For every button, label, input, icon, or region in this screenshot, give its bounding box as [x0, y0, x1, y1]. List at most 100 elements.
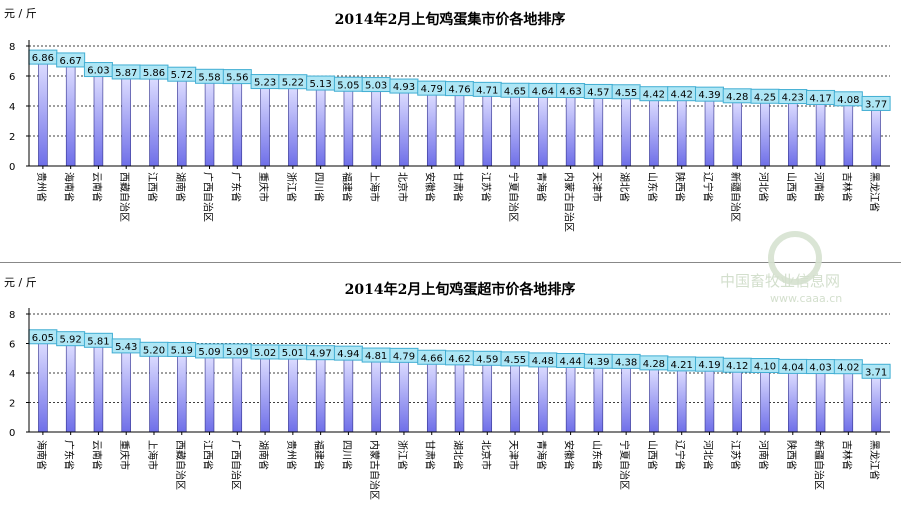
bar: [38, 62, 48, 167]
y-tick-label: 4: [9, 102, 15, 113]
y-tick-label: 4: [9, 369, 15, 380]
bar: [65, 344, 76, 433]
data-label: 4.42: [643, 90, 665, 101]
data-label: 5.01: [282, 348, 304, 359]
bar: [454, 94, 465, 167]
data-label: 4.64: [532, 86, 554, 97]
data-label: 4.10: [754, 362, 776, 373]
bar: [510, 95, 520, 167]
bar: [121, 77, 131, 167]
bar: [732, 370, 742, 433]
data-label: 4.23: [782, 93, 804, 104]
x-tick-label: 上海市: [368, 172, 381, 202]
x-tick-label: 宁夏自治区: [507, 172, 520, 222]
data-label: 5.05: [337, 80, 359, 91]
x-tick-label: 贵州省: [285, 440, 298, 470]
bar: [593, 366, 604, 433]
chart-title: 2014年2月上旬鸡蛋超市价各地排序: [345, 281, 576, 298]
x-tick-label: 江苏省: [479, 172, 492, 202]
data-label: 5.86: [143, 68, 165, 79]
x-tick-label: 西藏自治区: [174, 440, 187, 490]
watermark-logo-icon: [768, 231, 822, 285]
bar: [204, 82, 215, 167]
x-tick-label: 重庆市: [257, 172, 270, 202]
x-tick-label: 青海省: [535, 172, 548, 202]
chart-title: 2014年2月上旬鸡蛋集市价各地排序: [335, 11, 566, 28]
bar: [482, 363, 493, 433]
bar: [371, 360, 381, 433]
x-tick-label: 安徽省: [424, 172, 437, 202]
bars: [38, 342, 881, 433]
data-label-box: [861, 363, 891, 379]
data-label: 4.79: [393, 351, 415, 362]
bar: [232, 356, 243, 433]
y-tick-label: 8: [9, 42, 15, 53]
x-tick-label: 湖北省: [618, 172, 631, 202]
data-label: 4.17: [809, 93, 831, 104]
x-tick-label: 广西自治区: [229, 440, 242, 490]
data-label: 4.42: [671, 90, 693, 101]
axes: [28, 308, 890, 435]
data-label: 4.63: [559, 87, 581, 98]
data-label: 5.81: [87, 336, 109, 347]
y-axis-label: 元 / 斤: [4, 7, 37, 20]
watermark-text: 中国畜牧业信息网: [720, 272, 840, 290]
bar: [177, 355, 187, 433]
x-tick-label: 新疆自治区: [729, 172, 742, 222]
bar: [538, 96, 548, 167]
x-tick-label: 江西省: [146, 172, 159, 202]
data-label: 4.04: [782, 362, 804, 373]
x-tick-label: 浙江省: [396, 440, 409, 470]
data-label: 4.94: [337, 349, 359, 360]
data-label: 4.59: [476, 354, 498, 365]
data-label: 4.55: [504, 355, 526, 366]
x-tick-label: 四川省: [313, 172, 326, 202]
bar: [149, 77, 159, 167]
bar: [704, 369, 715, 433]
bar: [565, 366, 576, 433]
bar: [732, 101, 742, 167]
bar: [93, 75, 104, 167]
bar: [788, 102, 798, 167]
data-label: 4.55: [615, 88, 637, 99]
data-label: 4.44: [559, 357, 581, 368]
axes: [28, 40, 890, 169]
bar: [399, 91, 409, 167]
y-axis-ticks: 0 2 4 6 8: [9, 310, 29, 439]
bar: [704, 99, 715, 167]
gridlines: [29, 45, 890, 137]
data-label: 4.39: [698, 90, 720, 101]
bar: [288, 87, 298, 167]
data-label: 5.56: [226, 73, 248, 84]
bar: [288, 357, 298, 433]
bar: [510, 364, 520, 433]
bar: [760, 371, 770, 433]
x-tick-label: 湖南省: [257, 440, 270, 470]
data-label: 5.23: [254, 78, 276, 89]
bar: [232, 82, 243, 167]
y-tick-label: 0: [9, 428, 15, 439]
y-tick-label: 8: [9, 310, 15, 321]
bar: [649, 99, 659, 167]
x-tick-label: 河南省: [813, 172, 826, 202]
chart-supermarket-price: 2014年2月上旬鸡蛋超市价各地排序 元 / 斤 0 2 4 6 8 6.05 5.92 5…: [4, 276, 891, 500]
x-tick-label: 江苏省: [729, 440, 742, 470]
data-label: 4.76: [448, 85, 470, 96]
data-label: 5.09: [198, 347, 220, 358]
bar: [315, 358, 326, 433]
x-tick-label: 山西省: [785, 172, 798, 202]
x-tick-label: 四川省: [340, 440, 353, 470]
bar: [204, 356, 215, 433]
data-label: 5.22: [282, 78, 304, 89]
data-label: 4.81: [365, 351, 387, 362]
bar: [65, 65, 76, 167]
data-label: 4.08: [837, 95, 859, 106]
bar: [177, 79, 187, 167]
data-label: 5.92: [60, 335, 82, 346]
data-label: 3.77: [865, 99, 887, 110]
x-tick-label: 云南省: [90, 172, 103, 202]
bar: [538, 365, 548, 433]
x-tick-label: 西藏自治区: [118, 172, 131, 222]
x-tick-label: 新疆自治区: [813, 440, 826, 490]
bar: [593, 97, 604, 167]
